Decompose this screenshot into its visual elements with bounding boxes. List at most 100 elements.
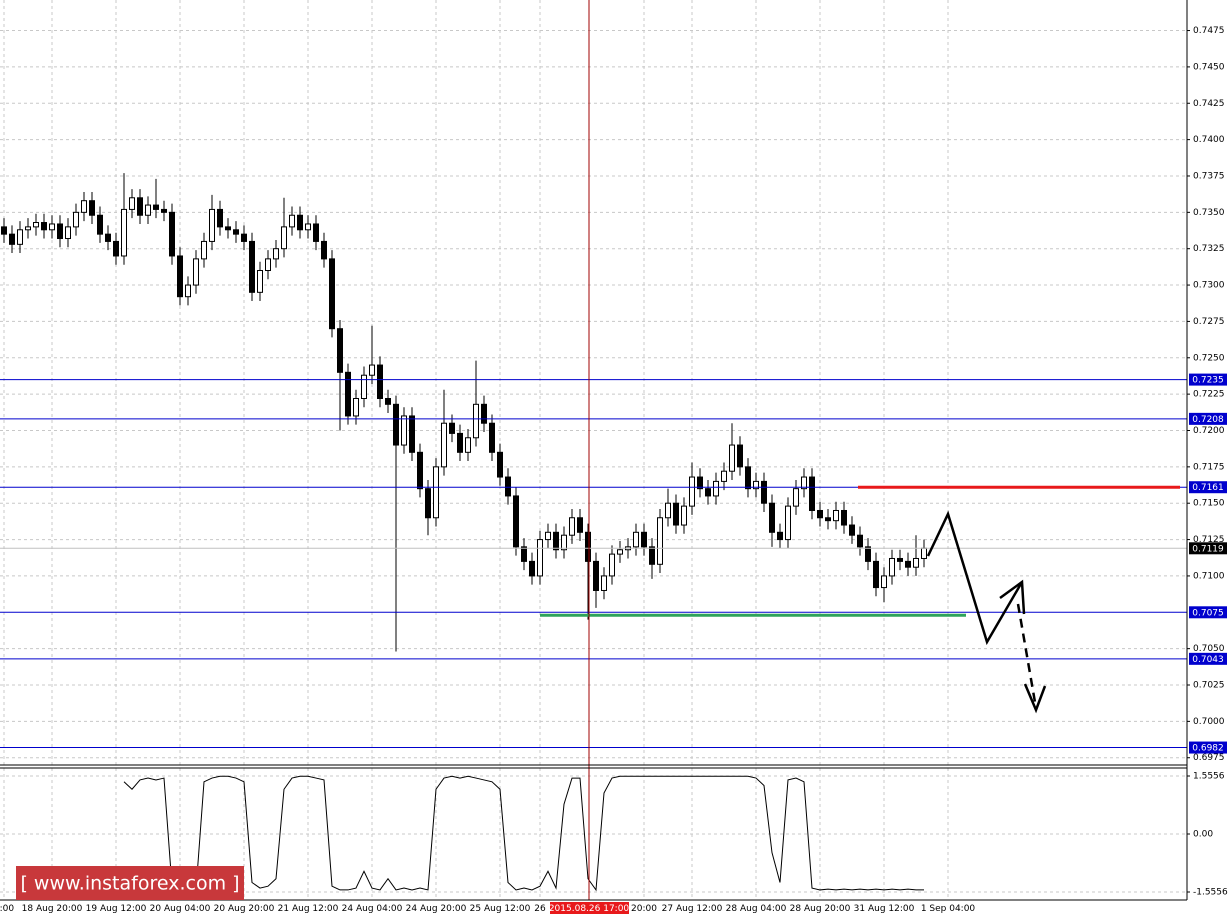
x-tick-label: 28 Aug 04:00 — [726, 904, 787, 914]
y-tick-label: 1.5556 — [1193, 771, 1225, 781]
candle-body — [409, 415, 415, 453]
candle-body — [729, 444, 735, 472]
candle-body — [273, 248, 279, 260]
candle-body — [425, 488, 431, 519]
level-label: 0.7043 — [1192, 655, 1224, 665]
candle-body — [881, 575, 887, 589]
candle-body — [761, 480, 767, 504]
candle-body — [569, 517, 575, 536]
candle-body — [361, 374, 367, 399]
candle-body — [25, 226, 31, 231]
candle-body — [105, 233, 111, 242]
candle-body — [769, 502, 775, 533]
candle-body — [73, 211, 79, 228]
candle-body — [681, 505, 687, 526]
candle-body — [713, 480, 719, 497]
candle-body — [177, 255, 183, 298]
candle-body — [481, 403, 487, 424]
candle-body — [913, 557, 919, 568]
candle-body — [505, 476, 511, 497]
level-box — [1189, 412, 1227, 425]
candle-body — [289, 214, 295, 228]
candle-body — [633, 531, 639, 548]
x-tick-label: 1 Sep 04:00 — [921, 904, 976, 914]
candle-body — [513, 495, 519, 548]
candle-body — [641, 531, 647, 548]
candle-body — [737, 444, 743, 468]
candle-body — [297, 214, 303, 231]
y-tick-label: 0.7400 — [1193, 135, 1225, 145]
grid — [0, 0, 1187, 900]
forecast-arrowhead — [1023, 683, 1047, 714]
forecast-arrow — [926, 510, 1047, 714]
x-tick-label: 28 Aug 20:00 — [790, 904, 851, 914]
candle-body — [417, 451, 423, 490]
candle-body — [457, 432, 463, 453]
candle-body — [97, 214, 103, 235]
level-box — [1189, 373, 1227, 386]
candle-body — [145, 204, 151, 216]
candle-body — [657, 517, 663, 565]
watermark: [ www.instaforex.com ] — [20, 873, 239, 895]
candle-body — [305, 223, 311, 231]
level-label: 0.7235 — [1192, 376, 1224, 386]
candle-body — [121, 208, 127, 257]
candle-body — [217, 208, 223, 228]
plot-area — [0, 173, 1187, 892]
x-tick-label: 20 Aug 04:00 — [150, 904, 211, 914]
candle-body — [689, 476, 695, 507]
y-tick-label: -1.5556 — [1193, 888, 1228, 898]
y-tick-label: 0.7025 — [1193, 681, 1225, 691]
y-tick-label: 0.7475 — [1193, 26, 1225, 36]
candle-body — [17, 229, 23, 245]
candle-body — [401, 415, 407, 446]
candle-body — [441, 422, 447, 468]
y-tick-label: 0.7275 — [1193, 317, 1225, 327]
crosshair-label: 2015.08.26 17:00 — [549, 904, 630, 914]
candle-body — [473, 403, 479, 439]
candle-body — [393, 403, 399, 446]
y-tick-label: 0.7250 — [1193, 353, 1225, 363]
y-tick-label: 0.7000 — [1193, 717, 1225, 727]
candle-body — [321, 240, 327, 260]
candle-body — [89, 200, 95, 216]
candle-body — [841, 509, 847, 526]
last-price-box — [1189, 542, 1227, 555]
candle-body — [601, 575, 607, 591]
y-tick-label: 0.7225 — [1193, 390, 1225, 400]
y-tick-label: 0.7100 — [1193, 571, 1225, 581]
level-box — [1189, 652, 1227, 665]
x-tick-label: 26 — [534, 904, 546, 914]
last-price-label: 0.7119 — [1192, 544, 1224, 554]
x-tick-label: 31 Aug 12:00 — [854, 904, 915, 914]
x-tick-label: 18 Aug 20:00 — [22, 904, 83, 914]
candle-body — [585, 531, 591, 562]
candle-body — [697, 476, 703, 490]
forecast-arrowhead — [999, 579, 1026, 615]
candle-body — [897, 557, 903, 562]
forecast-path — [926, 510, 1024, 646]
indicator-line — [123, 775, 924, 892]
level-box — [1189, 481, 1227, 494]
candle-body — [825, 517, 831, 522]
candle-body — [369, 364, 375, 376]
x-tick-label: 21 Aug 12:00 — [278, 904, 339, 914]
y-tick-label: 0.7175 — [1193, 462, 1225, 472]
level-box — [1189, 606, 1227, 619]
candle-body — [57, 223, 63, 240]
candle-body — [521, 546, 527, 562]
candle-body — [705, 488, 711, 497]
crosshair-box — [550, 902, 629, 914]
candle-body — [161, 208, 167, 213]
candle-body — [433, 466, 439, 519]
candle-body — [777, 531, 783, 541]
level-label: 0.6982 — [1192, 744, 1224, 754]
candle-body — [857, 534, 863, 548]
candle-body — [449, 422, 455, 434]
candle-body — [233, 229, 239, 235]
candle-body — [65, 226, 71, 240]
y-tick-label: 0.6975 — [1193, 753, 1225, 763]
level-label: 0.7075 — [1192, 608, 1224, 618]
candle-body — [353, 397, 359, 417]
